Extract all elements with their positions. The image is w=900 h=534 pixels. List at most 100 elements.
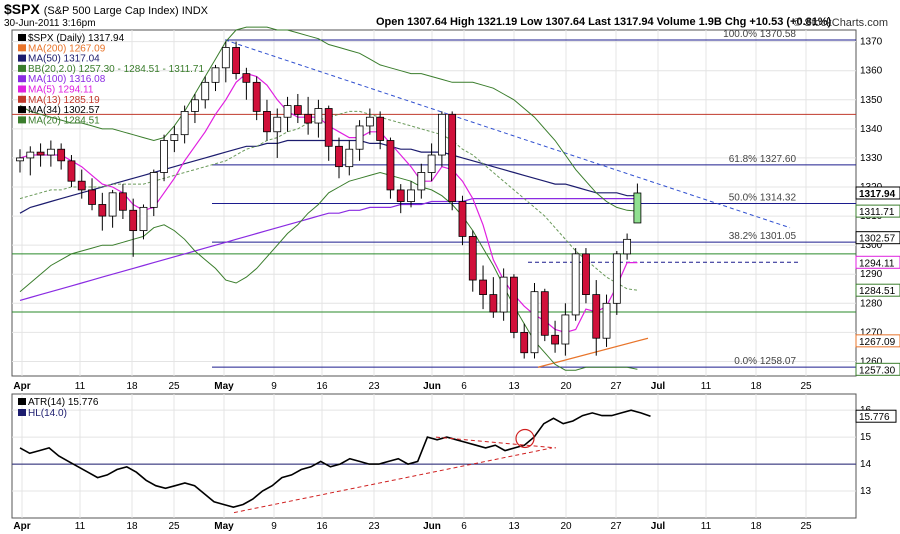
price-tag-box (855, 334, 900, 348)
candle-body (623, 238, 632, 255)
fib-level-label: 50.0% 1314.32 (729, 193, 797, 204)
x-tick-label: Jul (651, 521, 666, 532)
candle-body (273, 116, 282, 133)
candle-body (376, 116, 385, 141)
chart-title: $SPX (S&P 500 Large Cap Index) INDX (4, 1, 208, 17)
candle-body (263, 111, 271, 133)
atr-tick-label: 15 (860, 432, 872, 443)
x-tick-label: 18 (750, 521, 762, 532)
fib-level-label: 0.0% 1258.07 (734, 356, 796, 367)
price-tag-text: 1257.30 (859, 365, 896, 376)
legend-entry: MA(50) 1317.04 (28, 54, 100, 65)
candle-body (520, 331, 529, 354)
price-tag: 1284.51 (855, 283, 900, 297)
quote-summary: Open 1307.64 High 1321.19 Low 1307.64 La… (376, 16, 832, 28)
legend-swatch (18, 116, 26, 124)
atr-trendline (435, 436, 557, 449)
x-tick-label: 27 (610, 381, 622, 392)
fib-level-label: 100.0% 1370.58 (723, 29, 796, 40)
candle-body (88, 189, 96, 205)
candle-body (427, 154, 436, 173)
candle-body (149, 172, 158, 208)
candle-body (252, 81, 261, 112)
legend-swatch (18, 64, 26, 72)
x-tick-label: 25 (800, 381, 812, 392)
price-tick-label: 1270 (860, 327, 883, 338)
price-tick-label: 1330 (860, 153, 883, 164)
candle-body (139, 206, 148, 232)
legend-entry: MA(5) 1294.11 (28, 85, 94, 96)
candle-body (283, 105, 292, 118)
candle-body (324, 108, 333, 147)
x-tick-label: Jul (651, 381, 666, 392)
price-tag-text: 1284.51 (859, 286, 896, 297)
candle-body (129, 209, 138, 232)
candle-body (396, 189, 405, 202)
legend-swatch (18, 398, 26, 405)
candle-body (633, 192, 642, 224)
x-tick-label: 11 (701, 381, 712, 392)
x-tick-label: 18 (126, 521, 138, 532)
legend-swatch (18, 44, 26, 52)
x-tick-label: 20 (560, 381, 572, 392)
candle-body (612, 253, 621, 304)
atr-panel-frame (11, 393, 857, 519)
atr-highlight-circle (515, 428, 535, 449)
x-tick-label: 6 (461, 521, 467, 532)
legend-entry: MA(200) 1267.09 (28, 43, 106, 54)
price-tag: 1294.11 (855, 255, 900, 269)
candle-body (191, 99, 199, 112)
atr-tag-box (855, 409, 897, 423)
x-tick-label: May (214, 521, 234, 532)
candle-body (180, 111, 189, 136)
candle-body (571, 253, 580, 316)
candle-body (458, 201, 467, 237)
price-tag-box (855, 186, 900, 200)
x-tick-label: 27 (610, 521, 622, 532)
atr-tick-label: 14 (860, 459, 872, 470)
fib-level-label: 38.2% 1301.05 (729, 231, 797, 242)
candle-body (468, 236, 477, 281)
x-tick-label: 25 (800, 521, 812, 532)
candle-body (355, 125, 364, 150)
fib-level-label: 61.8% 1327.60 (729, 154, 797, 165)
price-panel-frame (11, 29, 857, 377)
x-tick-label: 23 (368, 381, 380, 392)
x-tick-label: 25 (168, 381, 180, 392)
candle-body (232, 47, 240, 75)
candle-body (46, 148, 55, 156)
price-tag-box (855, 204, 900, 218)
candle-body (489, 294, 498, 313)
candle-body (582, 253, 590, 295)
price-tag-text: 1302.57 (859, 234, 896, 245)
legend-entry: MA(34) 1302.57 (28, 105, 100, 116)
candle-body (345, 148, 354, 168)
x-tick-label: 16 (316, 521, 328, 532)
candle-body (479, 279, 487, 295)
datetime: 30-Jun-2011 3:16pm (4, 18, 96, 29)
x-tick-label: Apr (13, 381, 30, 392)
candle-body (561, 314, 570, 345)
candle-body (119, 192, 127, 211)
price-tick-label: 1350 (860, 95, 883, 106)
indicator-line-ma-100- (19, 198, 638, 301)
legend-swatch (18, 54, 26, 62)
atr-line (19, 409, 651, 509)
candle-body (499, 276, 508, 313)
price-tick-label: 1340 (860, 124, 883, 135)
candle-body (57, 148, 66, 162)
x-tick-label: 13 (508, 521, 520, 532)
price-tag-text: 1294.11 (859, 258, 895, 269)
legend-swatch (18, 106, 26, 114)
ma200-trend-segment (537, 337, 649, 368)
x-tick-label: Jun (423, 521, 441, 532)
price-tick-label: 1360 (860, 66, 883, 77)
candle-body (98, 204, 107, 217)
candle-body (293, 105, 302, 115)
price-tick-label: 1370 (860, 37, 883, 48)
legend-swatch (18, 85, 26, 93)
legend-entry: ATR(14) 15.776 (28, 397, 99, 408)
candle-body (437, 113, 446, 156)
candle-body (221, 47, 230, 69)
